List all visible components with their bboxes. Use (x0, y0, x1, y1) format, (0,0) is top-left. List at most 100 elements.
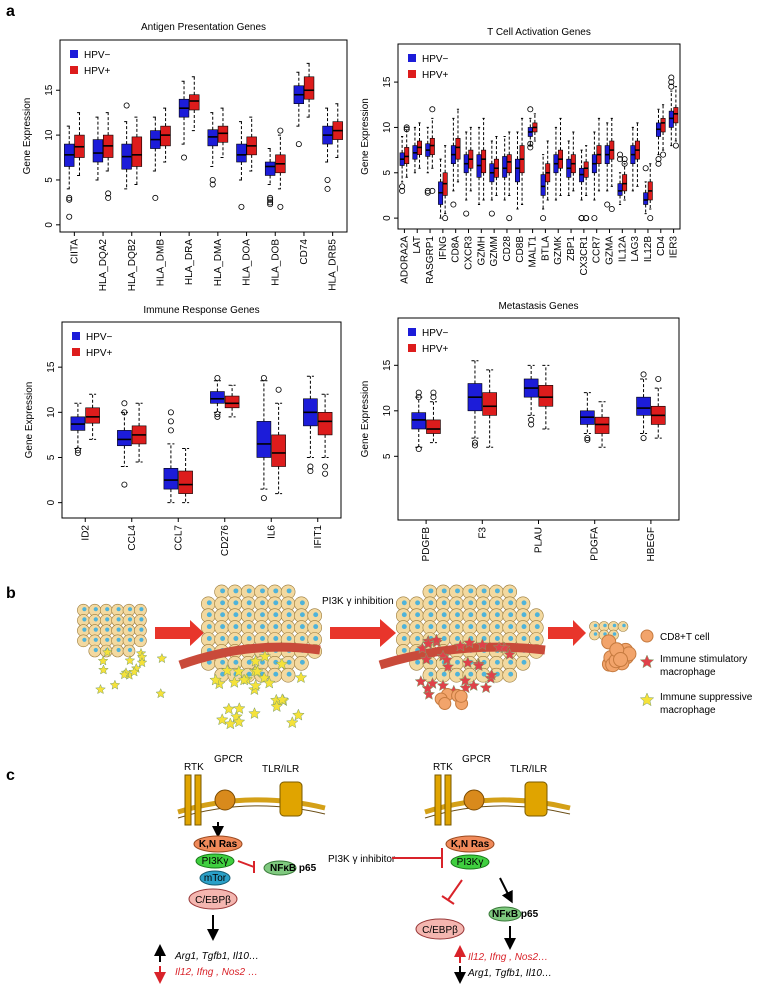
outlier (267, 199, 274, 206)
outlier (403, 124, 410, 131)
macrophage (492, 640, 506, 653)
nucleus (313, 612, 319, 618)
macrophage (232, 664, 246, 677)
legend-label: HPV− (86, 332, 113, 343)
nucleus (206, 624, 212, 630)
lower-whisker (413, 159, 417, 174)
nucleus (521, 600, 527, 606)
outlier (307, 468, 314, 475)
upper-whisker (325, 107, 330, 127)
lower-whisker (640, 415, 648, 435)
nucleus (116, 637, 121, 642)
plot-frame (59, 39, 348, 233)
nucleus (273, 588, 279, 594)
box (636, 371, 651, 442)
legend-swatch (408, 54, 416, 62)
upper-whisker (585, 145, 588, 162)
outlier (450, 201, 457, 208)
x-tick-label: BTLA (540, 236, 551, 261)
box-body (482, 392, 497, 416)
lower-whisker (465, 172, 468, 201)
macrophage (262, 676, 276, 689)
lower-whisker (527, 397, 535, 416)
x-tick-label: CXCR3 (464, 236, 475, 270)
nucleus (105, 627, 110, 632)
node (450, 854, 490, 870)
lower-whisker (516, 181, 519, 210)
macrophage (258, 650, 272, 663)
box (583, 145, 590, 222)
nucleus (494, 624, 500, 630)
outlier (642, 165, 649, 172)
box (426, 389, 441, 444)
nucleus (246, 624, 252, 630)
lower-whisker (249, 154, 255, 172)
outlier (214, 374, 221, 381)
lower-whisker (431, 154, 434, 169)
x-tick-label: HBEGF (646, 527, 657, 561)
label: GPCR (462, 754, 491, 765)
box (450, 117, 457, 208)
y-axis-label: Gene Expression (24, 382, 35, 459)
box (630, 126, 636, 192)
upper-whisker (583, 392, 591, 411)
box (102, 112, 114, 201)
nucleus (82, 617, 87, 622)
outlier (621, 156, 628, 163)
lower-whisker (520, 172, 524, 206)
macrophage (155, 687, 167, 699)
lower-whisker (228, 407, 236, 418)
outlier (260, 495, 267, 502)
outlier (584, 435, 591, 442)
nucleus (494, 659, 500, 665)
outlier (668, 79, 675, 86)
legend-swatch (72, 332, 80, 340)
nucleus (521, 636, 527, 641)
nucleus (508, 612, 514, 618)
nucleus (139, 637, 144, 642)
outlier (105, 194, 112, 201)
outlier (527, 140, 534, 147)
nucleus (206, 636, 212, 641)
nucleus (481, 600, 487, 606)
box (131, 402, 147, 463)
legend-label: HPV+ (422, 70, 449, 81)
nucleus (455, 588, 460, 594)
nucleus (313, 624, 319, 630)
macrophage (248, 707, 261, 720)
box (655, 108, 662, 167)
box (85, 393, 100, 440)
lower-whisker (598, 433, 606, 448)
outlier (214, 411, 221, 418)
box (411, 389, 427, 453)
outlier (617, 151, 624, 158)
lower-whisker (559, 168, 562, 196)
lower-whisker (649, 199, 652, 210)
node-label: NFκB p65 (270, 863, 317, 874)
nucleus (286, 588, 292, 594)
box (642, 165, 649, 215)
nucleus (139, 617, 144, 622)
nucleus (441, 588, 447, 594)
macrophage (95, 683, 106, 695)
nucleus (494, 636, 500, 641)
nucleus (415, 600, 421, 606)
lower-whisker (418, 154, 421, 169)
lower-whisker (439, 204, 442, 219)
upper-whisker (529, 117, 532, 128)
outlier (66, 194, 73, 201)
lower-whisker (567, 177, 570, 196)
lower-whisker (77, 157, 82, 176)
box-body (668, 110, 674, 128)
upper-whisker (508, 131, 511, 155)
upper-whisker (249, 116, 255, 137)
box-body (636, 396, 651, 416)
nucleus (139, 607, 144, 612)
legend-swatch (70, 66, 78, 74)
node-label: K,N Ras (199, 839, 238, 850)
legend-text: macrophage (660, 705, 716, 716)
box-body (617, 183, 623, 196)
nucleus (127, 617, 133, 622)
box-body (538, 385, 554, 407)
